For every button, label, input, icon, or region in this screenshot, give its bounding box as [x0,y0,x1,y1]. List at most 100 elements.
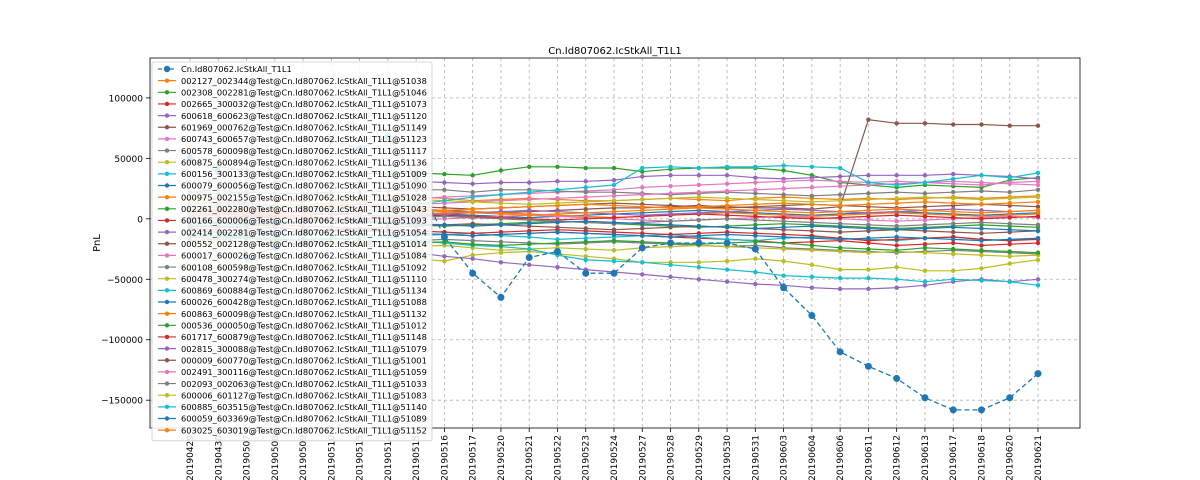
series-point [724,232,730,237]
series-point [470,194,475,200]
series-point [696,264,701,270]
series-point [1007,242,1012,247]
series-point [809,285,815,290]
series-point [1035,170,1041,176]
series-point [527,234,532,240]
series-point [611,238,617,243]
series-point [1035,235,1041,241]
series-point [781,246,786,252]
series-point [640,239,645,244]
series-point [442,198,447,203]
series-point [695,239,703,247]
series-point [724,212,730,218]
series-point [442,258,447,264]
legend-swatch-marker [164,358,170,363]
series-point [1035,228,1041,234]
series-point [866,208,871,213]
series-point [951,190,956,195]
series-point [922,222,928,228]
y-tick-label: −50000 [107,276,143,286]
series-point [696,210,701,215]
series-point [866,250,871,255]
legend-entry: 002093_002063@Test@Cn.Id807062.IcStkAll_… [158,379,427,389]
series-point [668,219,673,224]
series-point [696,277,701,282]
series-point [470,181,475,186]
series-point [1007,175,1012,180]
legend-entry: 600156_300133@Test@Cn.Id807062.IcStkAll_… [158,169,427,179]
series-point [951,215,956,220]
series-point [922,191,928,196]
series-point [611,227,617,232]
series-point [837,198,843,203]
series-point [809,177,815,183]
series-point [979,226,984,231]
x-tick-label: 20190429 [186,435,196,480]
series-point [979,180,984,185]
series-point [809,248,815,253]
legend-label: 600108_600598@Test@Cn.Id807062.IcStkAll_… [181,262,427,272]
series-point [611,248,617,253]
series-point [894,243,899,248]
legend-entry: 600743_600657@Test@Cn.Id807062.IcStkAll_… [158,134,427,144]
legend-label: 002308_002281@Test@Cn.Id807062.IcStkAll_… [181,88,427,98]
series-point [640,169,645,174]
series-point [753,217,758,223]
series-point [894,277,899,282]
series-point [781,198,786,203]
legend-label: 000009_600770@Test@Cn.Id807062.IcStkAll_… [181,355,427,365]
series-point [583,179,588,184]
legend-swatch-marker [164,101,170,107]
series-point [611,220,617,225]
x-tick-label: 20190531 [751,435,761,480]
series-point [470,215,475,220]
legend-label: 002491_300116@Test@Cn.Id807062.IcStkAll_… [181,367,427,377]
legend-entry: 600618_600623@Test@Cn.Id807062.IcStkAll_… [158,111,427,121]
x-tick-label: 20190509 [299,435,309,480]
legend-label: 002261_002280@Test@Cn.Id807062.IcStkAll_… [181,204,427,214]
series-point [837,192,843,197]
series-point [866,267,871,272]
x-tick-label: 20190524 [610,435,620,480]
series-point [951,237,956,242]
series-point [640,165,645,171]
series-point [894,248,899,253]
series-point [583,246,588,252]
x-tick-label: 20190508 [271,435,281,480]
series-point [1035,283,1041,288]
series-point [442,209,447,214]
legend-entry: 601717_600879@Test@Cn.Id807062.IcStkAll_… [158,332,427,342]
series-point [979,197,984,202]
series-point [951,221,956,226]
series-point [498,180,504,185]
legend-swatch-marker [164,334,170,340]
series-point [498,192,504,197]
series-point [753,226,758,231]
legend-entry: 600026_600428@Test@Cn.Id807062.IcStkAll_… [158,297,427,307]
legend-label: 600017_600026@Test@Cn.Id807062.IcStkAll_… [181,251,427,261]
series-point [668,234,673,240]
x-tick-label: 20190523 [582,435,592,480]
series-point [1007,215,1012,220]
series-point [837,237,843,242]
series-point [668,173,673,178]
x-tick-label: 20190520 [497,435,507,480]
series-point [724,173,730,178]
series-point [922,268,928,274]
legend-entry: 600166_600006@Test@Cn.Id807062.IcStkAll_… [158,216,427,226]
series-point [1035,179,1041,184]
series-point [837,203,843,208]
series-point [1007,261,1012,266]
legend-label: 002414_002281@Test@Cn.Id807062.IcStkAll_… [181,227,427,237]
legend-swatch-marker [164,194,170,200]
series-point [696,205,701,211]
legend-swatch-marker [164,299,170,305]
x-tick-label: 20190612 [893,435,903,480]
series-point [837,183,843,189]
series-point [1035,204,1041,209]
series-point [470,190,475,195]
series-point [668,164,673,170]
legend-swatch-marker [164,323,170,328]
legend-entry: 600108_600598@Test@Cn.Id807062.IcStkAll_… [158,262,427,272]
series-point [723,239,731,247]
